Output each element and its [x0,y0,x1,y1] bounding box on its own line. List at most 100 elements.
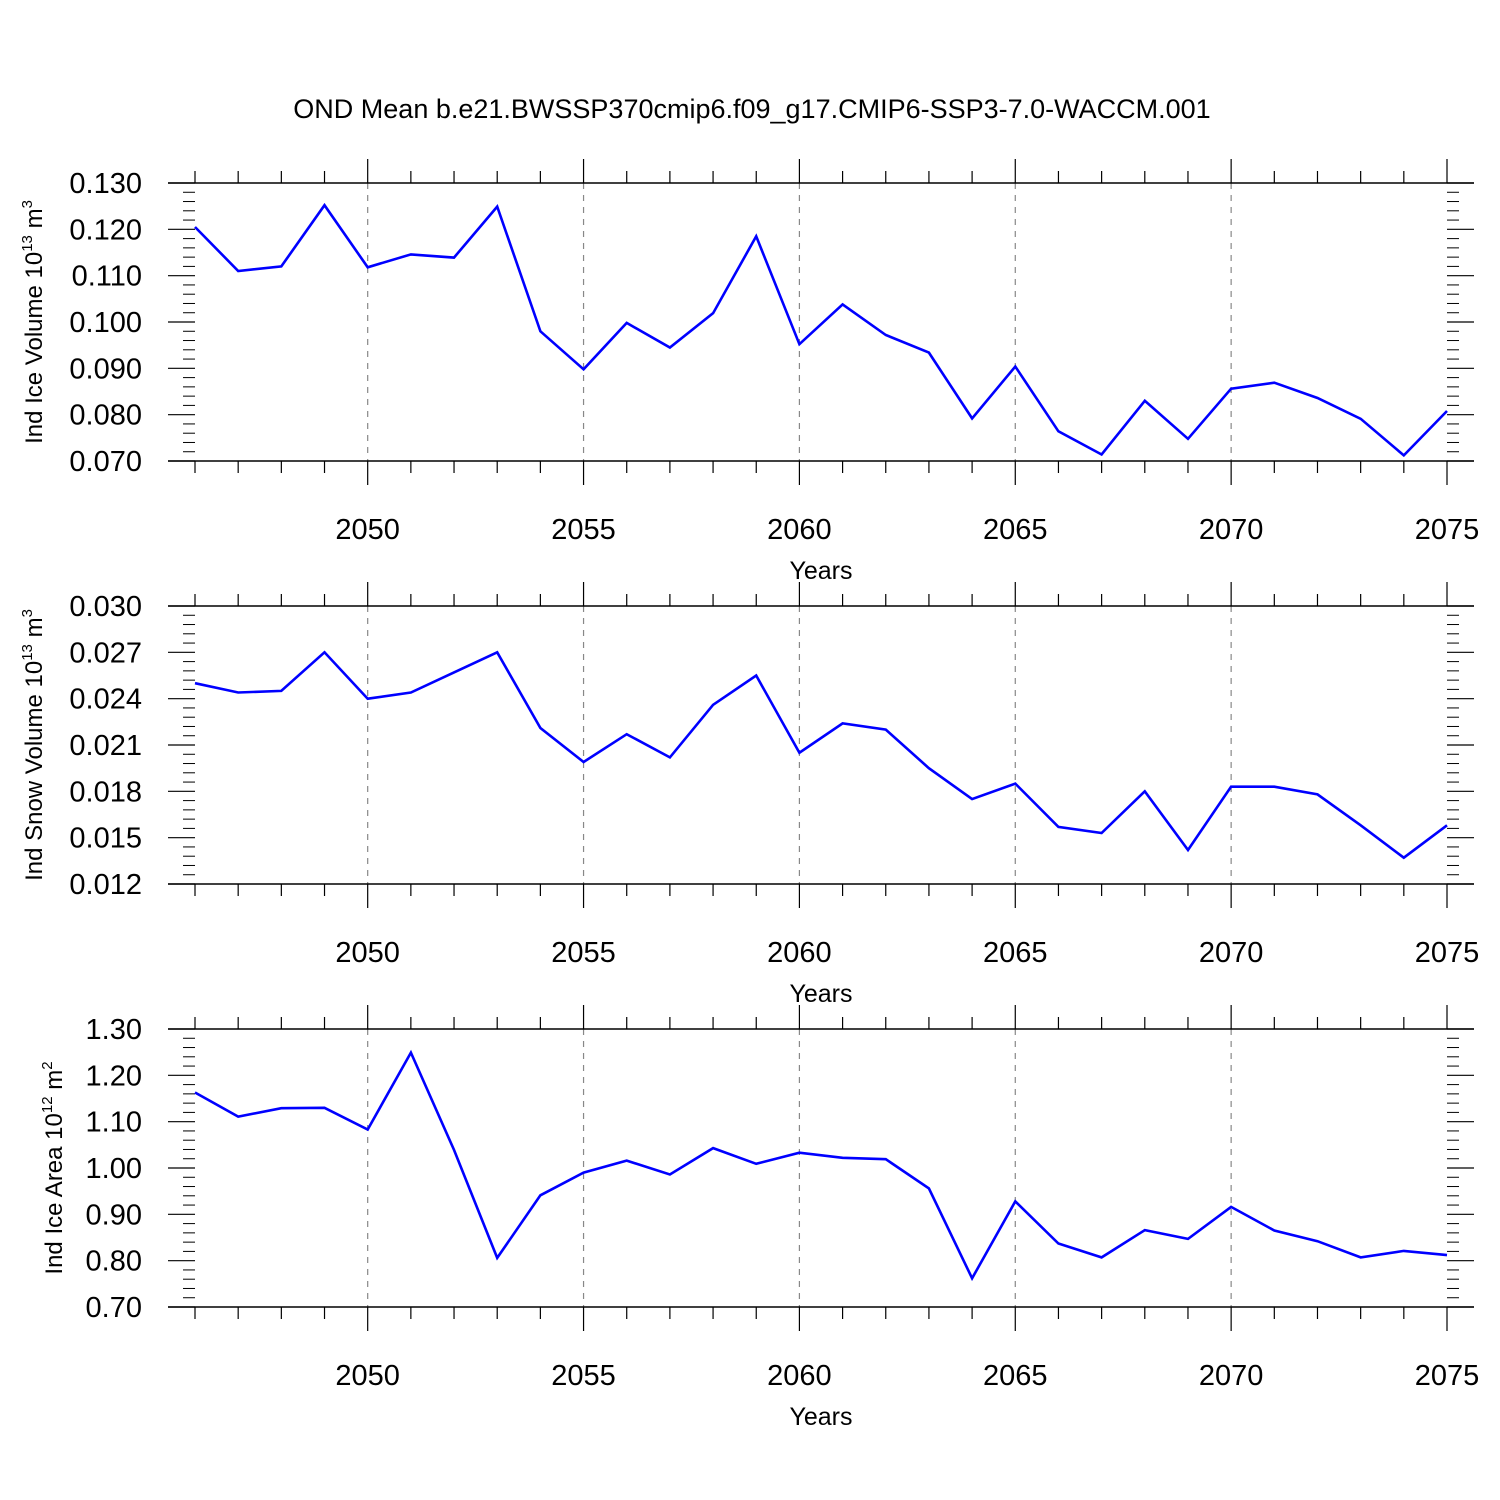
data-point [494,204,500,210]
panel-1: 0.070 0.080 0.090 0.100 0.110 0.120 0.130 2050 2… [19,159,1479,585]
data-point [1444,408,1450,414]
series-line [194,650,1448,860]
y-tick-label: 0.090 [69,353,142,385]
x-tick-label: 2060 [767,1360,832,1392]
data-point [840,301,846,307]
y-axis-label: Ind Snow Volume 1013 m3 [19,609,48,881]
y-tick-label: 0.030 [69,591,142,623]
data-point [365,696,371,702]
data-point [581,759,587,765]
x-tick-label: 2070 [1199,1360,1264,1392]
y-tick-label: 0.080 [69,400,142,432]
x-axis-label: Years [789,557,852,585]
data-point [1314,395,1320,401]
data-point [753,673,759,679]
data-point [278,688,284,694]
x-tick-label: 2050 [335,937,400,969]
data-point [796,341,802,347]
y-tick-label: 0.012 [69,869,142,901]
x-axis-label: Years [789,980,852,1008]
data-point [1228,386,1234,392]
y-tick-label: 0.015 [69,823,142,855]
data-point [1012,363,1018,369]
y-tick-label: 0.100 [69,307,142,339]
data-point [537,1192,543,1198]
data-point [1271,380,1277,386]
data-point [365,1127,371,1133]
data-point [883,332,889,338]
y-axis-label: Ind Ice Volume 1013 m3 [19,200,48,444]
data-point [1055,824,1061,830]
data-point [1142,398,1148,404]
data-point [278,263,284,269]
x-tick-label: 2055 [551,1360,616,1392]
x-tick-label: 2055 [551,514,616,546]
x-axis-label: Years [789,1403,852,1431]
data-point [1099,452,1105,458]
y-tick-label: 0.90 [86,1199,142,1231]
data-point [624,731,630,737]
data-point [235,1114,241,1120]
data-point [1185,1236,1191,1242]
x-tick-label: 2075 [1415,514,1480,546]
data-point [796,1150,802,1156]
data-point [1314,791,1320,797]
data-point [926,765,932,771]
y-tick-label: 1.00 [86,1153,142,1185]
y-tick-label: 0.110 [72,261,142,293]
data-point [1055,1241,1061,1247]
data-point [1358,822,1364,828]
y-tick-label: 0.027 [69,637,142,669]
y-axis-label: Ind Ice Area 1012 m2 [39,1061,68,1274]
data-point [1271,1228,1277,1234]
data-point [883,727,889,733]
x-tick-label: 2050 [335,514,400,546]
data-point [192,680,198,686]
x-tick-label: 2050 [335,1360,400,1392]
x-tick-label: 2065 [983,937,1048,969]
data-point [796,750,802,756]
data-point [1271,784,1277,790]
data-point [969,1275,975,1281]
data-point [1401,855,1407,861]
data-point [408,1050,414,1056]
data-point [1099,830,1105,836]
series-line [194,1049,1448,1282]
data-point [365,264,371,270]
data-point [1099,1254,1105,1260]
y-tick-label: 0.021 [69,730,142,762]
data-point [1444,1252,1450,1258]
data-point [581,1170,587,1176]
data-point [1401,452,1407,458]
data-point [537,328,543,334]
data-point [408,251,414,257]
data-point [840,1155,846,1161]
data-point [667,344,673,350]
data-point [1314,1238,1320,1244]
y-tick-label: 1.20 [86,1060,142,1092]
data-point [710,702,716,708]
data-point [1185,436,1191,442]
data-point [1142,1227,1148,1233]
x-tick-label: 2070 [1199,937,1264,969]
data-point [926,1185,932,1191]
data-point [192,1089,198,1095]
data-point [1012,1198,1018,1204]
y-tick-label: 0.018 [69,776,142,808]
panels: 0.070 0.080 0.090 0.100 0.110 0.120 0.130 2050 2… [19,159,1479,1431]
y-tick-label: 0.070 [69,446,142,478]
panel-3: 0.70 0.80 0.90 1.00 1.10 1.20 1.30 2050 2055 2060… [39,1005,1479,1431]
x-tick-label: 2060 [767,514,832,546]
data-point [451,255,457,261]
x-tick-label: 2060 [767,937,832,969]
data-point [192,224,198,230]
chart-title: OND Mean b.e21.BWSSP370cmip6.f09_g17.CMI… [293,94,1210,124]
data-point [926,350,932,356]
data-point [1142,788,1148,794]
data-point [1185,847,1191,853]
data-point [235,689,241,695]
data-point [1401,1248,1407,1254]
y-tick-label: 0.130 [69,168,142,200]
data-point [278,1105,284,1111]
